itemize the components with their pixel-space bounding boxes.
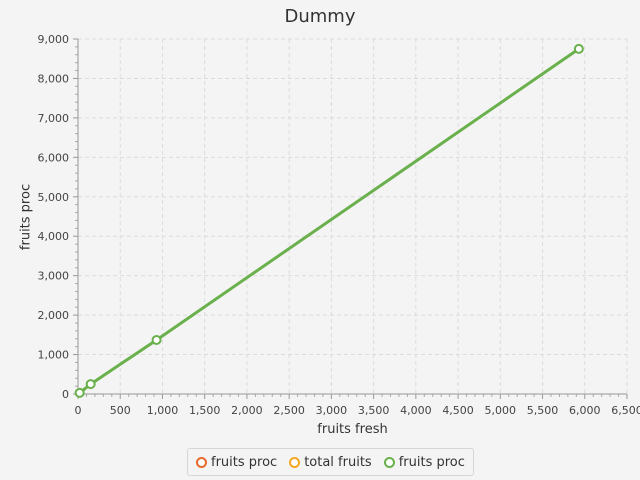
x-tick-label: 5,000 xyxy=(485,404,517,417)
x-tick-label: 3,500 xyxy=(358,404,390,417)
x-tick-label: 500 xyxy=(110,404,131,417)
y-tick-label: 3,000 xyxy=(38,270,70,283)
data-point xyxy=(151,334,162,345)
y-tick-label: 1,000 xyxy=(38,349,70,362)
x-tick-label: 6,000 xyxy=(569,404,601,417)
x-tick-label: 4,500 xyxy=(442,404,474,417)
x-tick-label: 1,000 xyxy=(147,404,179,417)
x-tick-label: 1,500 xyxy=(189,404,221,417)
x-tick-label: 0 xyxy=(75,404,82,417)
legend-item: fruits proc xyxy=(383,454,465,470)
legend-label: fruits proc xyxy=(398,454,465,470)
legend: fruits proc total fruits fruits proc xyxy=(187,448,474,476)
x-tick-label: 6,500 xyxy=(611,404,640,417)
y-axis-label: fruits proc xyxy=(18,183,34,251)
y-tick-label: 7,000 xyxy=(38,112,70,125)
x-axis-label: fruits fresh xyxy=(317,422,388,437)
x-tick-label: 2,000 xyxy=(231,404,263,417)
y-tick-label: 2,000 xyxy=(38,309,70,322)
x-tick-label: 4,000 xyxy=(400,404,432,417)
legend-item: fruits proc xyxy=(196,455,277,470)
legend-marker-icon xyxy=(383,456,395,468)
legend-label: total fruits xyxy=(304,454,372,470)
y-tick-label: 9,000 xyxy=(38,33,70,46)
y-tick-label: 6,000 xyxy=(38,151,70,164)
y-tick-label: 5,000 xyxy=(38,191,70,204)
series-line xyxy=(78,47,580,394)
y-tick-label: 4,000 xyxy=(38,230,70,243)
legend-marker-icon xyxy=(196,456,207,468)
data-point xyxy=(573,43,584,54)
y-tick-label: 8,000 xyxy=(38,72,70,85)
x-tick-label: 3,000 xyxy=(316,404,348,417)
legend-item: total fruits xyxy=(289,455,372,470)
data-point xyxy=(74,387,85,398)
legend-marker-icon xyxy=(289,456,301,468)
y-tick-label: 0 xyxy=(62,388,69,401)
chart-title: Dummy xyxy=(284,6,356,27)
legend-label: fruits proc xyxy=(211,454,278,470)
x-tick-label: 2,500 xyxy=(273,404,305,417)
data-point xyxy=(85,379,96,390)
x-tick-label: 5,500 xyxy=(527,404,559,417)
